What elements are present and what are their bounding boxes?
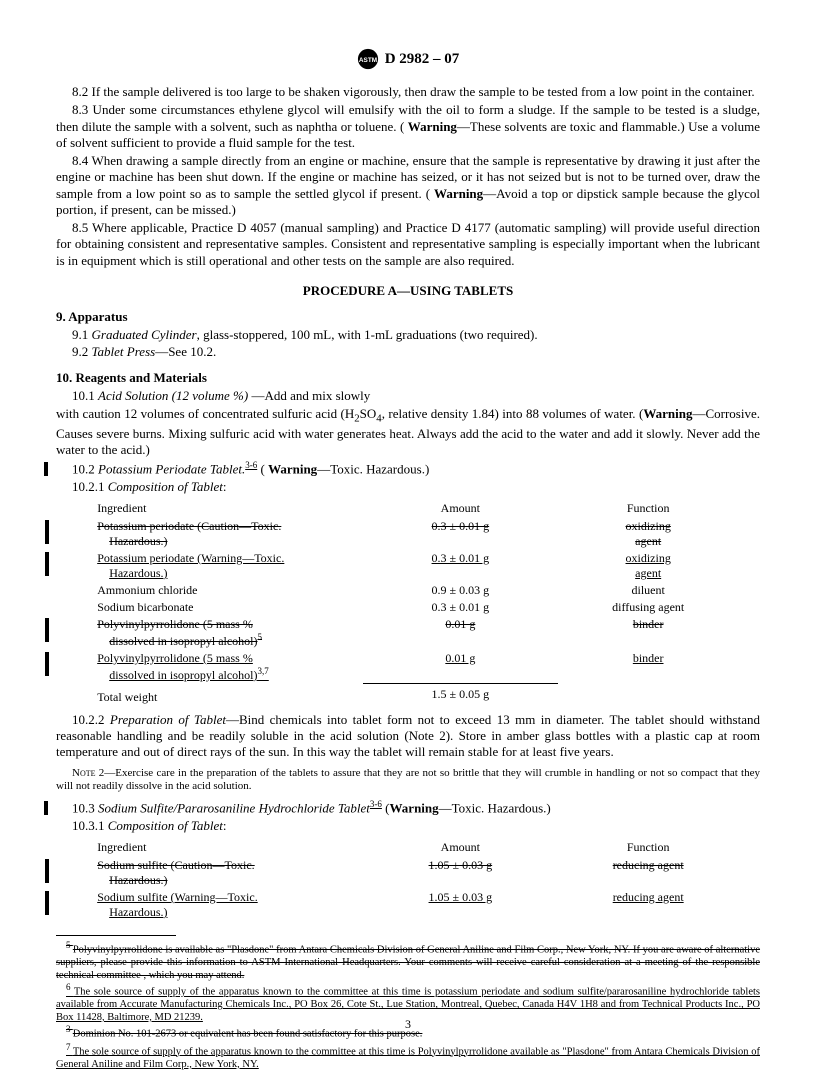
para-10-2-2: 10.2.2 Preparation of Tablet—Bind chemic… [56, 712, 760, 761]
para-9-1: 9.1 Graduated Cylinder, glass-stoppered,… [56, 327, 760, 343]
change-bar-icon [44, 462, 48, 476]
footnote-5: 5 Polyvinylpyrrolidone is available as "… [56, 940, 760, 982]
table-10-2-1: IngredientAmountFunction Potassium perio… [91, 499, 739, 706]
para-9-2: 9.2 Tablet Press—See 10.2. [56, 344, 760, 360]
page-number: 3 [0, 1017, 816, 1032]
footnote-rule [56, 935, 176, 936]
para-10-2-1: 10.2.1 Composition of Tablet: [56, 479, 760, 495]
table-row: Potassium periodate (Caution—Toxic.Hazar… [91, 518, 739, 550]
doc-header: ASTM D 2982 – 07 [56, 48, 760, 70]
para-8-4: 8.4 When drawing a sample directly from … [56, 153, 760, 218]
table-row: Ammonium chloride0.9 ± 0.03 gdiluent [91, 582, 739, 599]
para-10-3: 10.3 Sodium Sulfite/Pararosaniline Hydro… [56, 799, 760, 817]
table-row: Potassium periodate (Warning—Toxic.Hazar… [91, 550, 739, 582]
para-8-5: 8.5 Where applicable, Practice D 4057 (m… [56, 220, 760, 269]
para-10-1: 10.1 Acid Solution (12 volume %) —Add an… [56, 388, 760, 404]
designation: D 2982 – 07 [385, 51, 460, 68]
sec-9-heading: 9. Apparatus [56, 309, 760, 325]
para-8-3: 8.3 Under some circumstances ethylene gl… [56, 102, 760, 151]
para-10-3-1: 10.3.1 Composition of Tablet: [56, 818, 760, 834]
table-row: Sodium bicarbonate0.3 ± 0.01 gdiffusing … [91, 599, 739, 616]
table-row-total: Total weight1.5 ± 0.05 g [91, 684, 739, 706]
table-10-3-1: IngredientAmountFunction Sodium sulfite … [91, 838, 739, 921]
note-2: Note 2—Exercise care in the preparation … [56, 767, 760, 793]
para-8-2: 8.2 If the sample delivered is too large… [56, 84, 760, 100]
para-10-1-cont: with caution 12 volumes of concentrated … [56, 406, 760, 459]
table-row: Sodium sulfite (Caution—Toxic.Hazardous.… [91, 857, 739, 889]
para-10-2: 10.2 Potassium Periodate Tablet.3-6 ( Wa… [56, 460, 760, 478]
svg-text:ASTM: ASTM [359, 57, 377, 64]
footnote-7: 7 The sole source of supply of the appar… [56, 1042, 760, 1071]
table-row: Polyvinylpyrrolidone (5 mass %dissolved … [91, 650, 739, 684]
astm-logo-icon: ASTM [357, 48, 379, 70]
table-row: Sodium sulfite (Warning—Toxic.Hazardous.… [91, 889, 739, 921]
procedure-a-title: PROCEDURE A—USING TABLETS [56, 283, 760, 299]
change-bar-icon [44, 801, 48, 815]
sec-10-heading: 10. Reagents and Materials [56, 370, 760, 386]
table-row: Polyvinylpyrrolidone (5 mass %dissolved … [91, 616, 739, 650]
